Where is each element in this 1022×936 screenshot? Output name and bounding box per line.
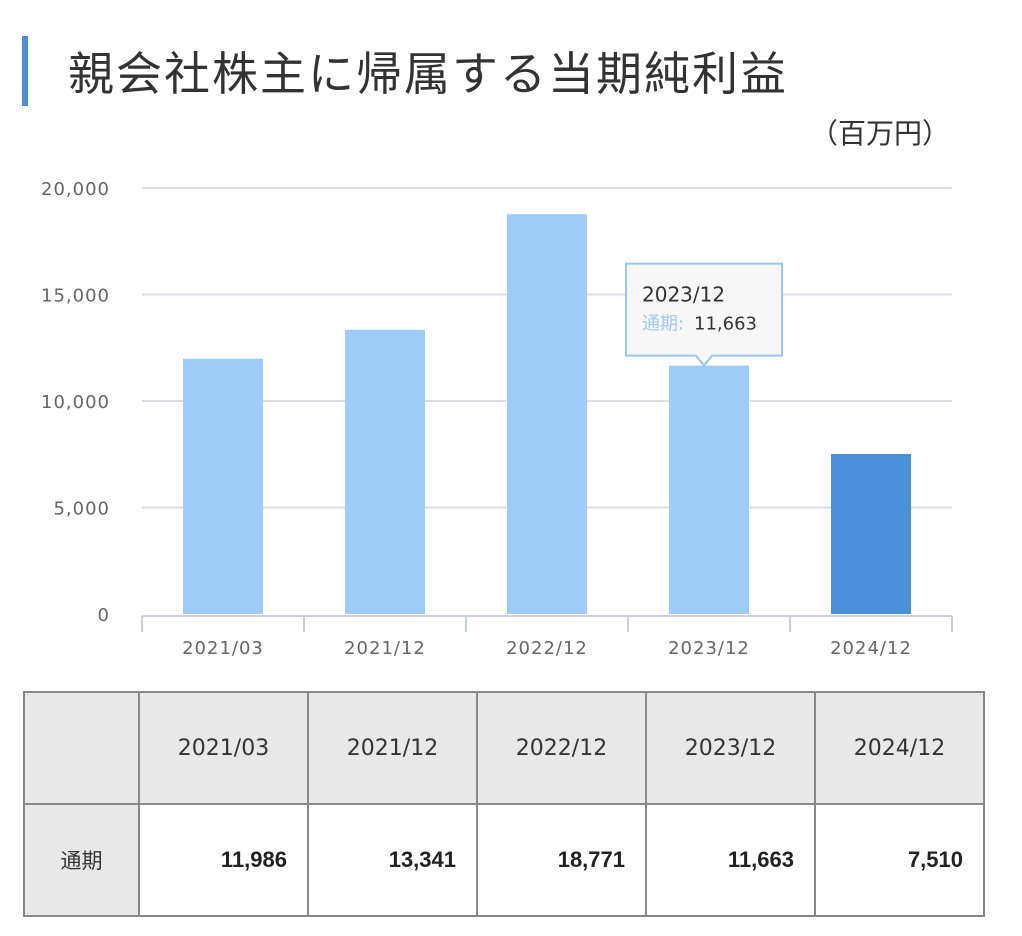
table-row: 通期 11,986 13,341 18,771 11,663 7,510	[23, 803, 985, 917]
table-col-header: 2021/12	[307, 691, 478, 805]
y-tick-label: 10,000	[41, 392, 110, 413]
x-tick-label: 2024/12	[830, 638, 912, 659]
table-cell: 18,771	[476, 803, 647, 917]
table-col-header: 2021/03	[138, 691, 309, 805]
x-tick-label: 2022/12	[506, 638, 588, 659]
table-cell: 13,341	[307, 803, 478, 917]
y-tick-label: 0	[98, 605, 110, 626]
table-corner-cell	[23, 691, 140, 805]
x-tick-label: 2023/12	[668, 638, 750, 659]
tooltip-box	[625, 262, 783, 368]
table-cell: 11,663	[645, 803, 816, 917]
data-table: 2021/03 2021/12 2022/12 2023/12 2024/12 …	[23, 691, 985, 917]
bar-2021/03	[183, 358, 263, 614]
table-col-header: 2023/12	[645, 691, 816, 805]
bar-2021/12	[345, 329, 425, 614]
table-row-label: 通期	[23, 803, 140, 917]
table-col-header: 2024/12	[814, 691, 985, 805]
tooltip-title: 2023/12	[642, 283, 725, 307]
bar-2023/12	[669, 365, 749, 614]
title-accent-bar	[22, 36, 28, 106]
bar-2024/12	[831, 454, 911, 614]
page-title: 親会社株主に帰属する当期純利益	[22, 36, 788, 106]
tooltip-series-key: 通期:	[642, 314, 684, 335]
x-tick-label: 2021/12	[344, 638, 426, 659]
y-tick-label: 20,000	[41, 179, 110, 200]
bar-2022/12	[507, 214, 587, 614]
table-col-header: 2022/12	[476, 691, 647, 805]
table-cell: 11,986	[138, 803, 309, 917]
unit-label: （百万円）	[809, 117, 950, 150]
table-header-row: 2021/03 2021/12 2022/12 2023/12 2024/12	[23, 691, 985, 805]
table-cell: 7,510	[814, 803, 985, 917]
y-tick-label: 15,000	[41, 286, 110, 307]
y-tick-label: 5,000	[53, 499, 110, 520]
tooltip-value: 11,663	[694, 314, 757, 335]
bar-chart: 0 5,000 10,000 15,000 20,000 2021/03 2021/12 20…	[41, 179, 953, 659]
page-title-text: 親会社株主に帰属する当期純利益	[68, 47, 788, 101]
x-tick-label: 2021/03	[182, 638, 264, 659]
